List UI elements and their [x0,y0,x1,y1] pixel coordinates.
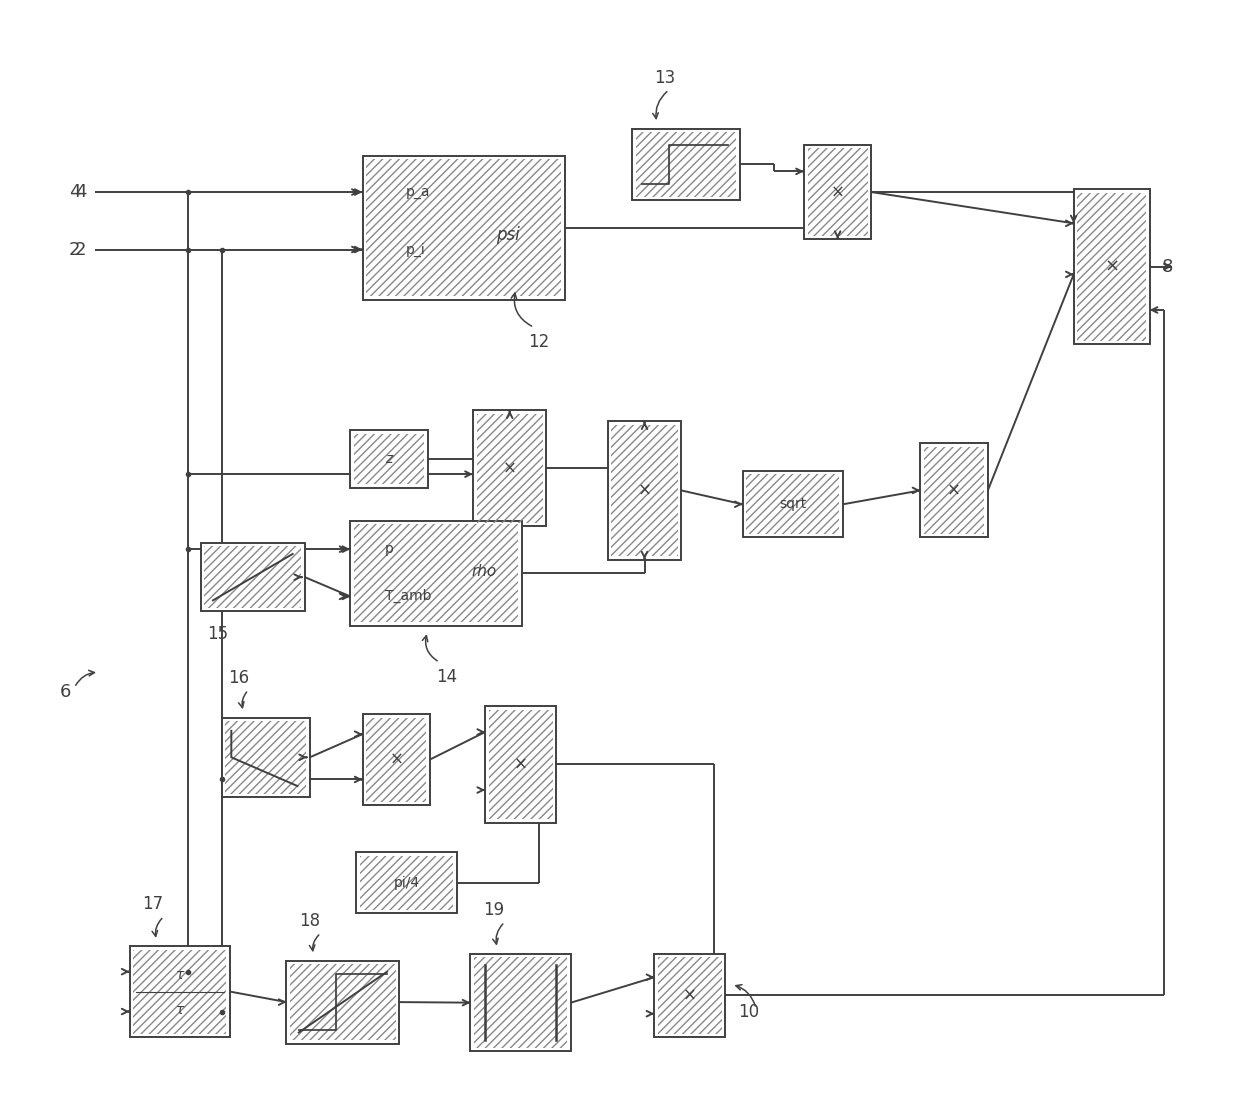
Bar [474,958,567,1049]
Text: ×: × [947,481,961,499]
Text: 8: 8 [1162,257,1173,275]
Text: τ: τ [176,968,184,982]
Bar [611,425,677,556]
Bar [746,474,839,534]
Text: 13: 13 [655,68,676,86]
Bar [226,721,306,793]
Bar [924,446,985,534]
Bar [470,955,570,1051]
Bar [807,149,868,236]
Bar [920,443,988,537]
Bar [485,706,557,822]
Bar [743,471,843,537]
Text: ×: × [831,184,844,201]
Text: ×: × [502,459,517,478]
Text: 4: 4 [69,184,81,201]
Bar [286,960,399,1044]
Text: 17: 17 [141,895,162,913]
Bar [133,950,227,1034]
Text: ×: × [513,755,528,773]
Text: ×: × [637,481,651,499]
Text: 10: 10 [738,1003,759,1021]
Text: 2: 2 [69,241,81,258]
Bar [489,709,553,819]
Text: 4: 4 [74,184,87,201]
Text: sqrt: sqrt [779,497,806,511]
Text: psi: psi [496,226,520,244]
Bar [353,433,424,485]
Bar [472,411,547,526]
Text: 15: 15 [207,624,228,642]
Bar [1078,192,1146,340]
Bar [360,856,454,910]
Bar [350,520,522,626]
Bar [362,714,430,805]
Text: 12: 12 [528,333,549,351]
Text: 2: 2 [74,241,87,258]
Text: 16: 16 [228,668,249,687]
Text: z: z [386,452,393,466]
Text: 19: 19 [482,901,503,919]
Text: 14: 14 [436,668,458,686]
Bar [362,157,565,300]
Bar [353,524,518,622]
Text: 6: 6 [60,683,71,702]
Text: T_amb: T_amb [384,590,432,603]
Text: rho: rho [471,564,497,579]
Text: ×: × [1104,257,1120,275]
Bar [655,955,725,1037]
Bar [804,145,872,239]
Bar [658,958,722,1034]
Bar [1074,189,1149,344]
Bar [366,159,562,297]
Text: 18: 18 [299,912,320,930]
Bar [350,430,428,488]
Text: p_a: p_a [405,185,430,199]
Text: ×: × [683,987,697,1005]
Bar [201,543,305,611]
Bar [632,129,740,200]
Bar [476,414,543,523]
Text: p: p [384,543,393,556]
Bar [636,132,737,197]
Text: τ: τ [176,1003,184,1017]
Bar [129,947,231,1037]
Text: pi/4: pi/4 [393,876,419,890]
Bar [366,717,427,801]
Text: ×: × [389,751,403,769]
Bar [290,963,396,1041]
Bar [222,717,310,797]
Bar [356,853,456,913]
Bar [205,546,301,608]
Text: p_i: p_i [405,243,425,256]
Bar [608,422,681,560]
